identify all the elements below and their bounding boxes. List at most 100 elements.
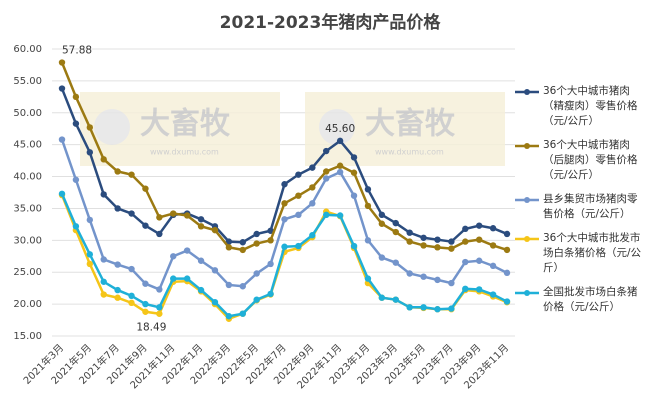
data-point [114, 261, 121, 268]
y-tick-label: 45.00 [13, 140, 42, 151]
data-point [503, 298, 511, 305]
data-point [239, 246, 246, 254]
data-point [253, 296, 260, 303]
data-point [197, 216, 205, 223]
data-point [267, 237, 274, 244]
legend-key [515, 197, 539, 203]
data-point [448, 279, 455, 287]
data-point [170, 210, 177, 217]
data-point [406, 270, 413, 277]
data-point [156, 310, 163, 317]
data-point [448, 245, 455, 252]
data-point [58, 85, 66, 92]
data-point [114, 168, 121, 175]
data-point [225, 238, 233, 245]
data-label: 45.60 [325, 123, 355, 135]
legend-key [515, 89, 539, 95]
data-point [392, 219, 399, 227]
data-point [462, 225, 469, 233]
data-point [295, 242, 302, 250]
data-label: 57.88 [62, 45, 92, 57]
data-point [58, 136, 66, 143]
data-point [420, 234, 427, 241]
data-point [475, 286, 483, 293]
data-point [489, 291, 497, 298]
data-point [323, 168, 330, 175]
y-tick-label: 50.00 [13, 108, 42, 119]
watermark-icon [319, 109, 355, 145]
data-point [72, 223, 80, 230]
data-point [156, 286, 163, 293]
data-point [350, 192, 358, 199]
data-point [364, 186, 372, 193]
data-point [281, 181, 288, 188]
data-point [295, 192, 302, 199]
data-point [336, 137, 344, 145]
data-point [336, 212, 344, 219]
data-point [72, 120, 80, 127]
data-point [225, 313, 233, 320]
data-point [323, 175, 330, 182]
data-point [267, 260, 274, 268]
data-point [128, 292, 135, 300]
data-point [448, 238, 455, 245]
legend: 36个大中城市猪肉（精瘦肉）零售价格（元/公斤） 36个大中城市猪肉（后腿肉）零售… [515, 84, 643, 324]
data-point [309, 200, 316, 207]
data-point [392, 228, 399, 236]
data-point [434, 276, 441, 284]
legend-item: 36个大中城市猪肉（精瘦肉）零售价格（元/公斤） [515, 84, 643, 129]
data-point [128, 265, 135, 273]
data-point [58, 190, 66, 197]
data-point [281, 243, 288, 250]
data-point [86, 251, 94, 258]
data-point [364, 237, 372, 244]
legend-marker [524, 236, 530, 242]
data-point [309, 164, 316, 171]
data-point [295, 211, 302, 219]
data-point [462, 238, 469, 245]
y-tick-label: 20.00 [13, 299, 42, 310]
data-point [364, 275, 372, 282]
data-point [128, 171, 135, 178]
data-point [281, 216, 288, 223]
legend-label: 36个大中城市批发市场白条猪价格（元/公斤） [543, 232, 642, 274]
y-tick-label: 40.00 [13, 172, 42, 183]
data-point [100, 256, 107, 263]
legend-item: 36个大中城市批发市场白条猪价格（元/公斤） [515, 231, 643, 276]
data-point [142, 300, 149, 308]
data-point [72, 176, 80, 183]
legend-key [515, 143, 539, 149]
data-point [86, 124, 94, 131]
data-point [406, 229, 413, 236]
data-point [309, 184, 316, 191]
data-point [434, 236, 441, 243]
data-point [86, 216, 94, 224]
watermark-text: 大畜牧 [365, 107, 456, 142]
data-point [142, 308, 149, 315]
y-tick-label: 55.00 [13, 76, 42, 87]
data-point [211, 226, 219, 234]
data-point [225, 244, 233, 251]
data-point [378, 294, 386, 301]
data-point [323, 211, 330, 219]
data-point [142, 280, 149, 287]
data-point [392, 259, 399, 266]
data-point [114, 205, 121, 212]
data-point [448, 305, 455, 312]
chart-title: 2021-2023年猪肉产品价格 [220, 12, 442, 33]
data-point [156, 230, 163, 238]
data-point [392, 296, 399, 303]
data-point [350, 154, 358, 161]
data-point [170, 275, 177, 282]
data-point [336, 162, 344, 169]
legend-marker [524, 143, 530, 149]
data-point [475, 236, 483, 243]
data-point [183, 275, 191, 282]
legend-marker [524, 290, 530, 296]
data-point [239, 310, 246, 317]
data-point [489, 225, 497, 232]
data-point [295, 171, 302, 178]
data-point [100, 156, 107, 163]
legend-item: 县乡集贸市场猪肉零售价格（元/公斤） [515, 192, 643, 222]
